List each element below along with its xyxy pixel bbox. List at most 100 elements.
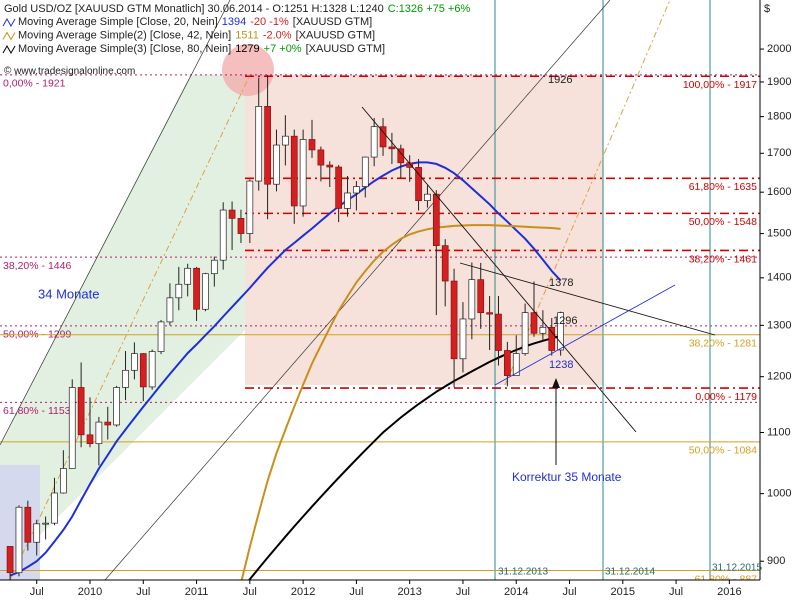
legend-entry: Moving Average Simple [Close, 20, Nein] 1… — [18, 16, 372, 28]
x-tick-label: Jul — [669, 586, 683, 598]
candle-body — [175, 283, 183, 299]
x-tick-label: Jul — [349, 586, 363, 598]
x-tick-label: 2015 — [611, 586, 635, 598]
candle-body — [51, 492, 58, 524]
candle-body — [290, 135, 298, 207]
channel-line — [0, 0, 231, 446]
x-tick-label: Jul — [456, 586, 470, 598]
candle-body — [388, 146, 396, 150]
y-tick-label: 1300 — [767, 319, 791, 331]
candle-body — [441, 245, 449, 282]
legend-value: 1279 — [235, 43, 259, 55]
header-line: Gold USD/OZ [XAUUSD GTM Monatlich] 30.06… — [4, 3, 470, 15]
legend-swatch — [2, 44, 16, 55]
y-tick-label: 1700 — [767, 147, 791, 159]
candle-body — [548, 326, 556, 351]
legend-suffix: [XAUUSD GTM] — [293, 16, 372, 28]
candle-body — [15, 506, 23, 574]
green-channel — [0, 75, 245, 575]
level-label: 50,00% - 1084 — [689, 445, 757, 457]
level-label: 38,20% - 1446 — [3, 260, 71, 272]
candle-body — [450, 280, 458, 360]
legend-name: Moving Average Simple(2) [Close, 42, Nei… — [18, 29, 231, 41]
candle-body — [379, 126, 387, 148]
channel-line — [104, 0, 611, 580]
level-label: 61,80% - 1635 — [689, 181, 757, 193]
candle-body — [459, 318, 467, 360]
x-tick-label: 2016 — [717, 586, 741, 598]
projection-line — [9, 74, 251, 580]
y-tick-label: 1400 — [767, 272, 791, 284]
annotation: 31.12.2013 — [498, 567, 548, 578]
candle-body — [557, 312, 564, 351]
top-marker — [222, 44, 274, 96]
candle-body — [512, 353, 520, 376]
candle-body — [468, 279, 476, 320]
x-tick-label: Jul — [562, 586, 576, 598]
candle-body — [166, 297, 174, 323]
candle-body — [95, 421, 103, 445]
candle-body — [326, 164, 334, 168]
candle-body — [432, 193, 440, 247]
candle-body — [477, 279, 485, 314]
legend-value: 1394 — [222, 16, 246, 28]
level-label: 50,00% - 1548 — [689, 216, 757, 228]
candle-body — [219, 209, 227, 261]
candle-body — [308, 139, 316, 151]
candle-body — [344, 192, 351, 209]
level-label: 0,00% - 1921 — [3, 78, 66, 90]
y-tick-label: 1600 — [767, 186, 791, 198]
candle-body — [113, 387, 120, 426]
candle-body — [42, 522, 49, 525]
candle-body — [273, 144, 280, 185]
candle-body — [504, 350, 511, 376]
y-unit: $ — [764, 3, 770, 15]
trend-line — [361, 106, 637, 433]
annotation: 1926 — [548, 74, 572, 86]
candle-body — [495, 313, 502, 351]
candle-body — [104, 421, 112, 426]
candle-body — [148, 351, 156, 388]
annotation: 1238 — [549, 359, 573, 371]
candle-body — [33, 523, 41, 543]
trend-line — [459, 262, 716, 336]
candle-body — [415, 167, 422, 202]
legend-name: Moving Average Simple [Close, 20, Nein] — [18, 16, 218, 28]
x-tick-label: 2014 — [504, 586, 528, 598]
y-tick-label: 1500 — [767, 227, 791, 239]
x-tick-label: Jul — [30, 586, 44, 598]
candle-body — [228, 209, 236, 219]
candle-body — [60, 468, 67, 494]
level-label: 61,80% - 887 — [695, 573, 758, 585]
x-tick-label: 2010 — [78, 586, 102, 598]
x-tick-label: 2012 — [291, 586, 315, 598]
legend-name: Moving Average Simple(3) [Close, 80, Nei… — [18, 43, 231, 55]
candle-body — [406, 162, 414, 168]
annotation: 31.12.2015 — [712, 563, 762, 574]
y-tick-label: 1000 — [767, 488, 791, 500]
candle-body — [86, 434, 94, 445]
candle-body — [6, 546, 14, 574]
candle-body — [361, 156, 369, 187]
level-label: 61,80% - 1153 — [3, 405, 71, 417]
legend-entry: Moving Average Simple(3) [Close, 80, Nei… — [18, 43, 385, 55]
legend-change: -2.0% — [263, 29, 292, 41]
candle-body — [193, 267, 200, 310]
candle-body — [246, 180, 254, 234]
candle-body — [237, 218, 245, 234]
y-tick-label: 1800 — [767, 111, 791, 123]
level-label: 0,00% - 1179 — [695, 391, 757, 403]
legend-change: -20 -1% — [250, 16, 289, 28]
annotation: 34 Monate — [38, 286, 99, 301]
annotation: Korrektur 35 Monate — [512, 470, 622, 484]
legend-entry: Moving Average Simple(2) [Close, 42, Nei… — [18, 29, 375, 41]
candle-body — [139, 353, 147, 388]
candle-body — [210, 259, 218, 275]
candle-body — [317, 149, 325, 166]
candle-body — [539, 326, 547, 334]
candle-body — [264, 106, 271, 185]
level-label: 38,20% - 1461 — [689, 253, 757, 265]
legend-suffix: [XAUUSD GTM] — [296, 29, 375, 41]
legend-value: 1511 — [235, 29, 259, 41]
